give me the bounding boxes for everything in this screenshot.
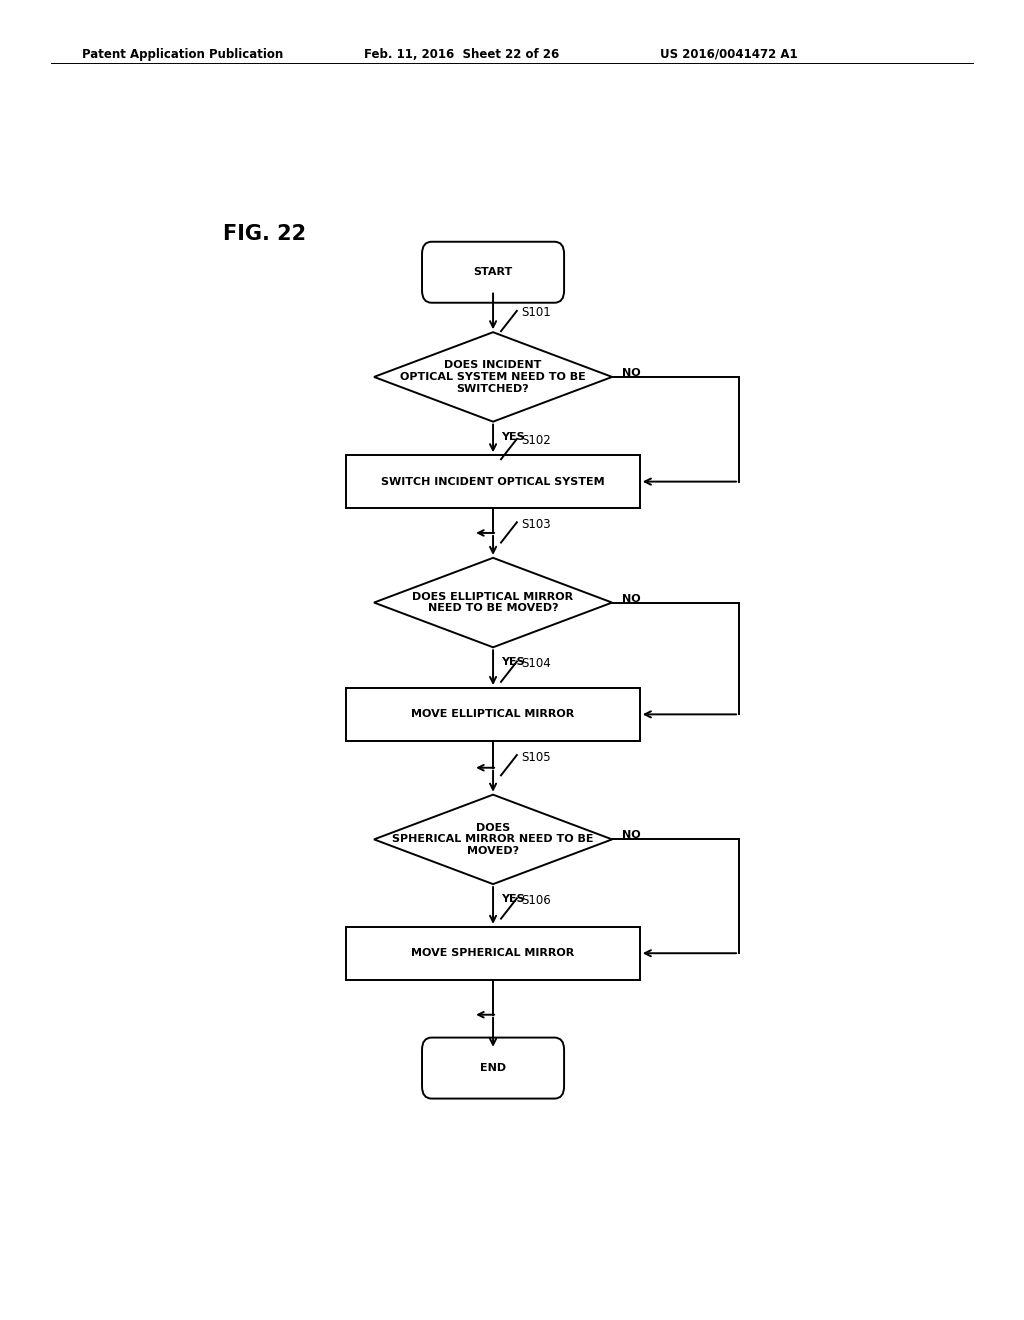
Text: S106: S106 xyxy=(521,894,551,907)
Text: YES: YES xyxy=(501,432,524,442)
Text: YES: YES xyxy=(501,657,524,668)
Text: NO: NO xyxy=(622,594,640,603)
Text: S103: S103 xyxy=(521,517,551,531)
Bar xyxy=(346,927,640,979)
Bar xyxy=(346,455,640,508)
Text: S101: S101 xyxy=(521,306,551,319)
Polygon shape xyxy=(374,795,612,884)
Text: FIG. 22: FIG. 22 xyxy=(223,224,306,244)
Text: MOVE ELLIPTICAL MIRROR: MOVE ELLIPTICAL MIRROR xyxy=(412,709,574,719)
Text: S105: S105 xyxy=(521,751,551,763)
Polygon shape xyxy=(374,558,612,647)
Text: SWITCH INCIDENT OPTICAL SYSTEM: SWITCH INCIDENT OPTICAL SYSTEM xyxy=(381,477,605,487)
Text: NO: NO xyxy=(622,830,640,841)
Text: DOES
SPHERICAL MIRROR NEED TO BE
MOVED?: DOES SPHERICAL MIRROR NEED TO BE MOVED? xyxy=(392,822,594,855)
FancyBboxPatch shape xyxy=(422,1038,564,1098)
Text: US 2016/0041472 A1: US 2016/0041472 A1 xyxy=(660,48,798,61)
Polygon shape xyxy=(374,333,612,421)
Text: S102: S102 xyxy=(521,434,551,447)
Bar xyxy=(346,688,640,741)
Text: NO: NO xyxy=(622,368,640,378)
FancyBboxPatch shape xyxy=(422,242,564,302)
Text: DOES ELLIPTICAL MIRROR
NEED TO BE MOVED?: DOES ELLIPTICAL MIRROR NEED TO BE MOVED? xyxy=(413,591,573,614)
Text: DOES INCIDENT
OPTICAL SYSTEM NEED TO BE
SWITCHED?: DOES INCIDENT OPTICAL SYSTEM NEED TO BE … xyxy=(400,360,586,393)
Text: MOVE SPHERICAL MIRROR: MOVE SPHERICAL MIRROR xyxy=(412,948,574,958)
Text: Feb. 11, 2016  Sheet 22 of 26: Feb. 11, 2016 Sheet 22 of 26 xyxy=(364,48,559,61)
Text: END: END xyxy=(480,1063,506,1073)
Text: Patent Application Publication: Patent Application Publication xyxy=(82,48,284,61)
Text: S104: S104 xyxy=(521,657,551,671)
Text: YES: YES xyxy=(501,894,524,904)
Text: START: START xyxy=(473,267,513,277)
